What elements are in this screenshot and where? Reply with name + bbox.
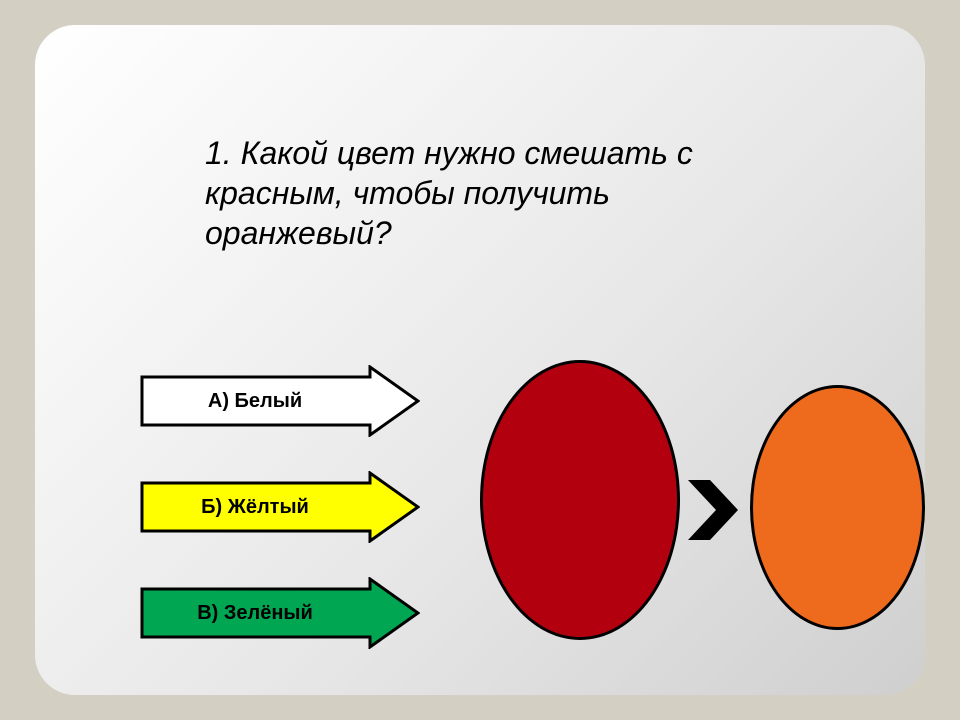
oval-orange xyxy=(750,385,925,630)
option-b-arrow[interactable]: Б) Жёлтый xyxy=(140,471,420,543)
option-a-label: А) Белый xyxy=(140,365,370,437)
chevron-icon xyxy=(688,480,738,540)
option-c-label: В) Зелёный xyxy=(140,577,370,649)
option-a-arrow[interactable]: А) Белый xyxy=(140,365,420,437)
slide-card: 1. Какой цвет нужно смешать с красным, ч… xyxy=(35,25,925,695)
option-b-label: Б) Жёлтый xyxy=(140,471,370,543)
options-group: А) Белый Б) Жёлтый В) Зелёный xyxy=(140,365,420,683)
oval-red xyxy=(480,360,680,640)
question-text: 1. Какой цвет нужно смешать с красным, ч… xyxy=(205,133,785,253)
option-c-arrow[interactable]: В) Зелёный xyxy=(140,577,420,649)
